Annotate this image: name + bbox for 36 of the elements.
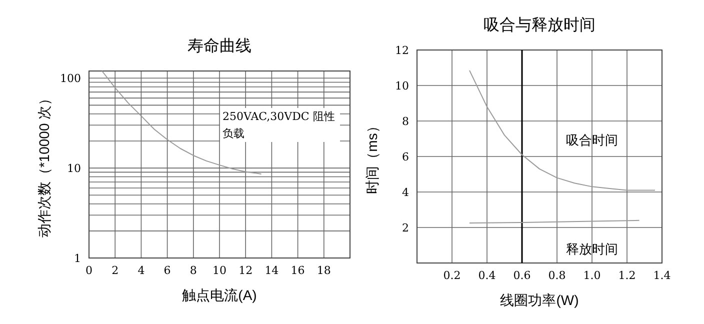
chart-title: 寿命曲线	[188, 37, 252, 55]
y-tick-label: 12	[395, 44, 409, 57]
y-tick-label: 4	[402, 186, 409, 199]
y-tick-label: 10	[395, 80, 409, 92]
x-tick-label: 4	[138, 264, 145, 277]
y-tick-label: 100	[60, 72, 81, 86]
x-axis-title: 触点电流(A)	[182, 287, 257, 303]
x-tick-label: 8	[190, 264, 197, 277]
x-tick-label: 0.2	[443, 269, 461, 282]
x-tick-label: 16	[290, 264, 305, 277]
x-tick-label: 1.2	[618, 269, 636, 282]
x-tick-label: 2	[112, 264, 119, 277]
series-label: 释放时间	[566, 241, 618, 256]
x-tick-label: 6	[164, 264, 171, 277]
text: 吸合时间	[566, 132, 618, 148]
x-tick-label: 1.0	[583, 269, 601, 282]
x-tick-label: 12	[238, 264, 253, 277]
x-tick-label: 0	[86, 264, 92, 277]
y-axis-title: 时间（ms）	[364, 119, 380, 194]
x-axis-title: 线圈功率(W)	[500, 292, 579, 308]
y-tick-label: 10	[67, 162, 81, 176]
annotation: 250VAC,30VDC 阻性负载	[220, 108, 340, 142]
line-series	[469, 70, 656, 191]
x-tick-label: 14	[264, 264, 279, 277]
y-axis-title: 动作次数（*10000 次）	[36, 91, 52, 238]
x-tick-label: 1.4	[653, 269, 671, 282]
x-tick-label: 10	[212, 264, 226, 277]
y-tick-label: 6	[402, 150, 409, 164]
x-tick-label: 0.6	[513, 269, 531, 282]
x-tick-label: 18	[316, 264, 331, 277]
chart-title: 吸合与释放时间	[484, 16, 596, 34]
y-tick-label: 8	[402, 115, 409, 128]
y-tick-label: 2	[402, 222, 409, 234]
x-tick-label: 0.8	[548, 269, 566, 282]
y-tick-label: 1	[74, 252, 81, 265]
x-tick-label: 0.4	[478, 269, 496, 282]
